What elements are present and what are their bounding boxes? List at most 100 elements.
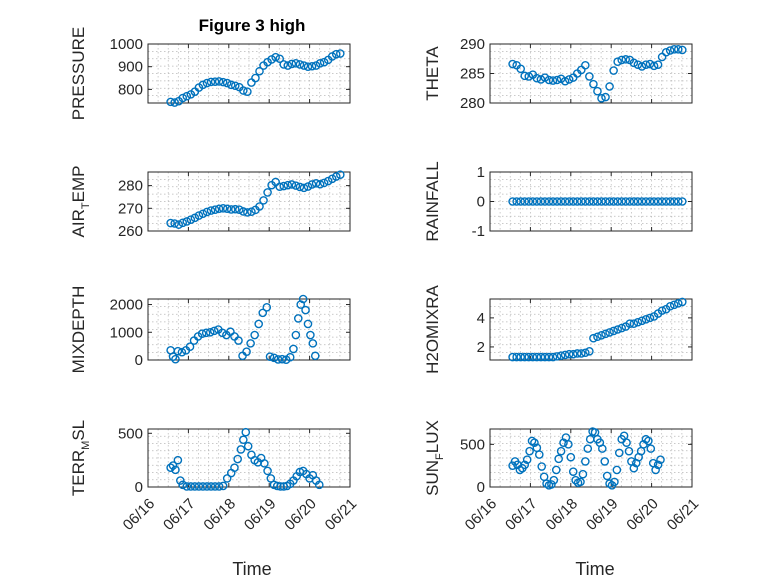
- air_temp-point: [230, 204, 240, 214]
- sun_flux-point: [583, 444, 593, 453]
- air_temp-point: [202, 207, 212, 217]
- mixdepth-point: [273, 355, 283, 364]
- sun_flux-xtick-label: 06/18: [542, 495, 581, 534]
- rainfall-point: [540, 197, 550, 206]
- theta-point: [532, 73, 542, 83]
- h2omixra-point: [536, 352, 546, 362]
- pressure-point: [218, 77, 228, 87]
- theta-point: [641, 60, 651, 69]
- pressure-point: [283, 61, 293, 70]
- pressure-point: [226, 80, 236, 90]
- h2omixra-point: [597, 331, 606, 340]
- sun_flux-ylabel-tail: LUX: [423, 420, 442, 453]
- terr_msl-ylabel-main: TERR: [69, 450, 88, 496]
- air_temp-point: [182, 217, 192, 226]
- air_temp-point: [222, 204, 232, 214]
- sun_flux-point: [534, 450, 544, 459]
- sun_flux-point: [576, 477, 585, 487]
- terr_msl-xtick-label: 06/16: [120, 495, 159, 534]
- terr_msl-point: [206, 482, 216, 491]
- theta-point: [609, 66, 618, 75]
- pressure-point: [178, 93, 188, 103]
- terr_msl-point: [260, 459, 269, 468]
- pressure-point: [275, 54, 285, 64]
- theta-point: [621, 55, 631, 64]
- pressure-point: [315, 58, 325, 68]
- h2omixra-point: [568, 349, 578, 359]
- mixdepth-point: [293, 314, 303, 323]
- rainfall-point: [528, 197, 538, 206]
- pressure-point: [210, 77, 220, 86]
- air_temp-point: [315, 179, 325, 189]
- air_temp-point: [307, 180, 317, 189]
- h2omixra-point: [625, 319, 635, 328]
- air_temp-point: [226, 205, 236, 214]
- rainfall-point: [633, 197, 643, 206]
- mixdepth-point: [306, 330, 315, 340]
- mixdepth-point: [301, 305, 310, 315]
- sun_flux-xtick-label: 06/20: [623, 495, 662, 534]
- terr_msl-xtick-label: 06/18: [200, 495, 239, 534]
- mixdepth-axes-box: [147, 298, 351, 361]
- theta-point: [516, 64, 526, 74]
- rainfall-ytick-label: 1: [477, 164, 485, 181]
- rainfall-ytick-label: 0: [477, 194, 485, 211]
- theta-ytick-label: 280: [460, 95, 485, 112]
- rainfall-point: [593, 197, 602, 206]
- h2omixra-point: [564, 349, 574, 359]
- h2omixra-ylabel: H2OMIXRA: [423, 284, 442, 373]
- terr_msl-point: [266, 474, 276, 483]
- air_temp-ytick-label: 280: [118, 178, 143, 195]
- theta-point: [564, 75, 574, 84]
- h2omixra-point: [665, 301, 675, 311]
- theta-point: [548, 76, 558, 85]
- theta-point: [669, 45, 679, 54]
- air_temp-point: [319, 178, 329, 188]
- mixdepth-point: [171, 354, 180, 364]
- rainfall-point: [564, 197, 574, 206]
- rainfall-ytick-label: -1: [472, 223, 485, 240]
- h2omixra-point: [532, 352, 542, 362]
- rainfall-point: [589, 197, 598, 206]
- pressure-point: [255, 66, 264, 76]
- mixdepth-point: [291, 330, 301, 340]
- pressure-axes-box: [147, 43, 351, 104]
- terr_msl-point: [168, 461, 178, 470]
- sun_flux-xtick-label: 06/17: [502, 495, 541, 534]
- air_temp-point: [239, 207, 248, 216]
- sun_flux-xtick-label: 06/21: [664, 495, 703, 534]
- rainfall-point: [613, 197, 622, 206]
- h2omixra-point: [609, 326, 618, 336]
- air_temp-point: [275, 182, 285, 192]
- sun_flux-point: [566, 452, 576, 462]
- rainfall-point: [601, 197, 610, 206]
- air_temp-point: [303, 182, 313, 191]
- h2omixra-point: [508, 352, 517, 362]
- air_temp-point: [299, 183, 309, 193]
- mixdepth-point: [173, 346, 183, 356]
- pressure-ytick-label: 1000: [110, 36, 143, 53]
- rainfall-point: [597, 197, 606, 206]
- rainfall-ylabel-main: RAINFALL: [423, 161, 442, 241]
- air_temp-point: [178, 218, 188, 228]
- air_temp-point: [336, 170, 345, 180]
- pressure-point: [243, 87, 252, 96]
- pressure-point: [291, 58, 301, 68]
- mixdepth-point: [298, 294, 308, 304]
- pressure-point: [170, 98, 179, 107]
- x-axis-label-right: Time: [575, 559, 614, 579]
- h2omixra-point: [528, 352, 538, 362]
- rainfall-point: [629, 197, 639, 206]
- mixdepth-point: [250, 330, 259, 340]
- pressure-point: [279, 60, 289, 69]
- x-axis-label-left: Time: [232, 559, 271, 579]
- h2omixra-axes: 2 4 H2OMIXRA: [423, 284, 693, 374]
- sun_flux-ytick-label: 500: [460, 436, 485, 453]
- terr_msl-point: [202, 482, 212, 491]
- h2omixra-point: [657, 306, 667, 315]
- h2omixra-point: [589, 333, 598, 343]
- pressure-point: [239, 86, 248, 95]
- pressure-ylabel-main: PRESSURE: [69, 27, 88, 121]
- sun_flux-point: [530, 438, 539, 447]
